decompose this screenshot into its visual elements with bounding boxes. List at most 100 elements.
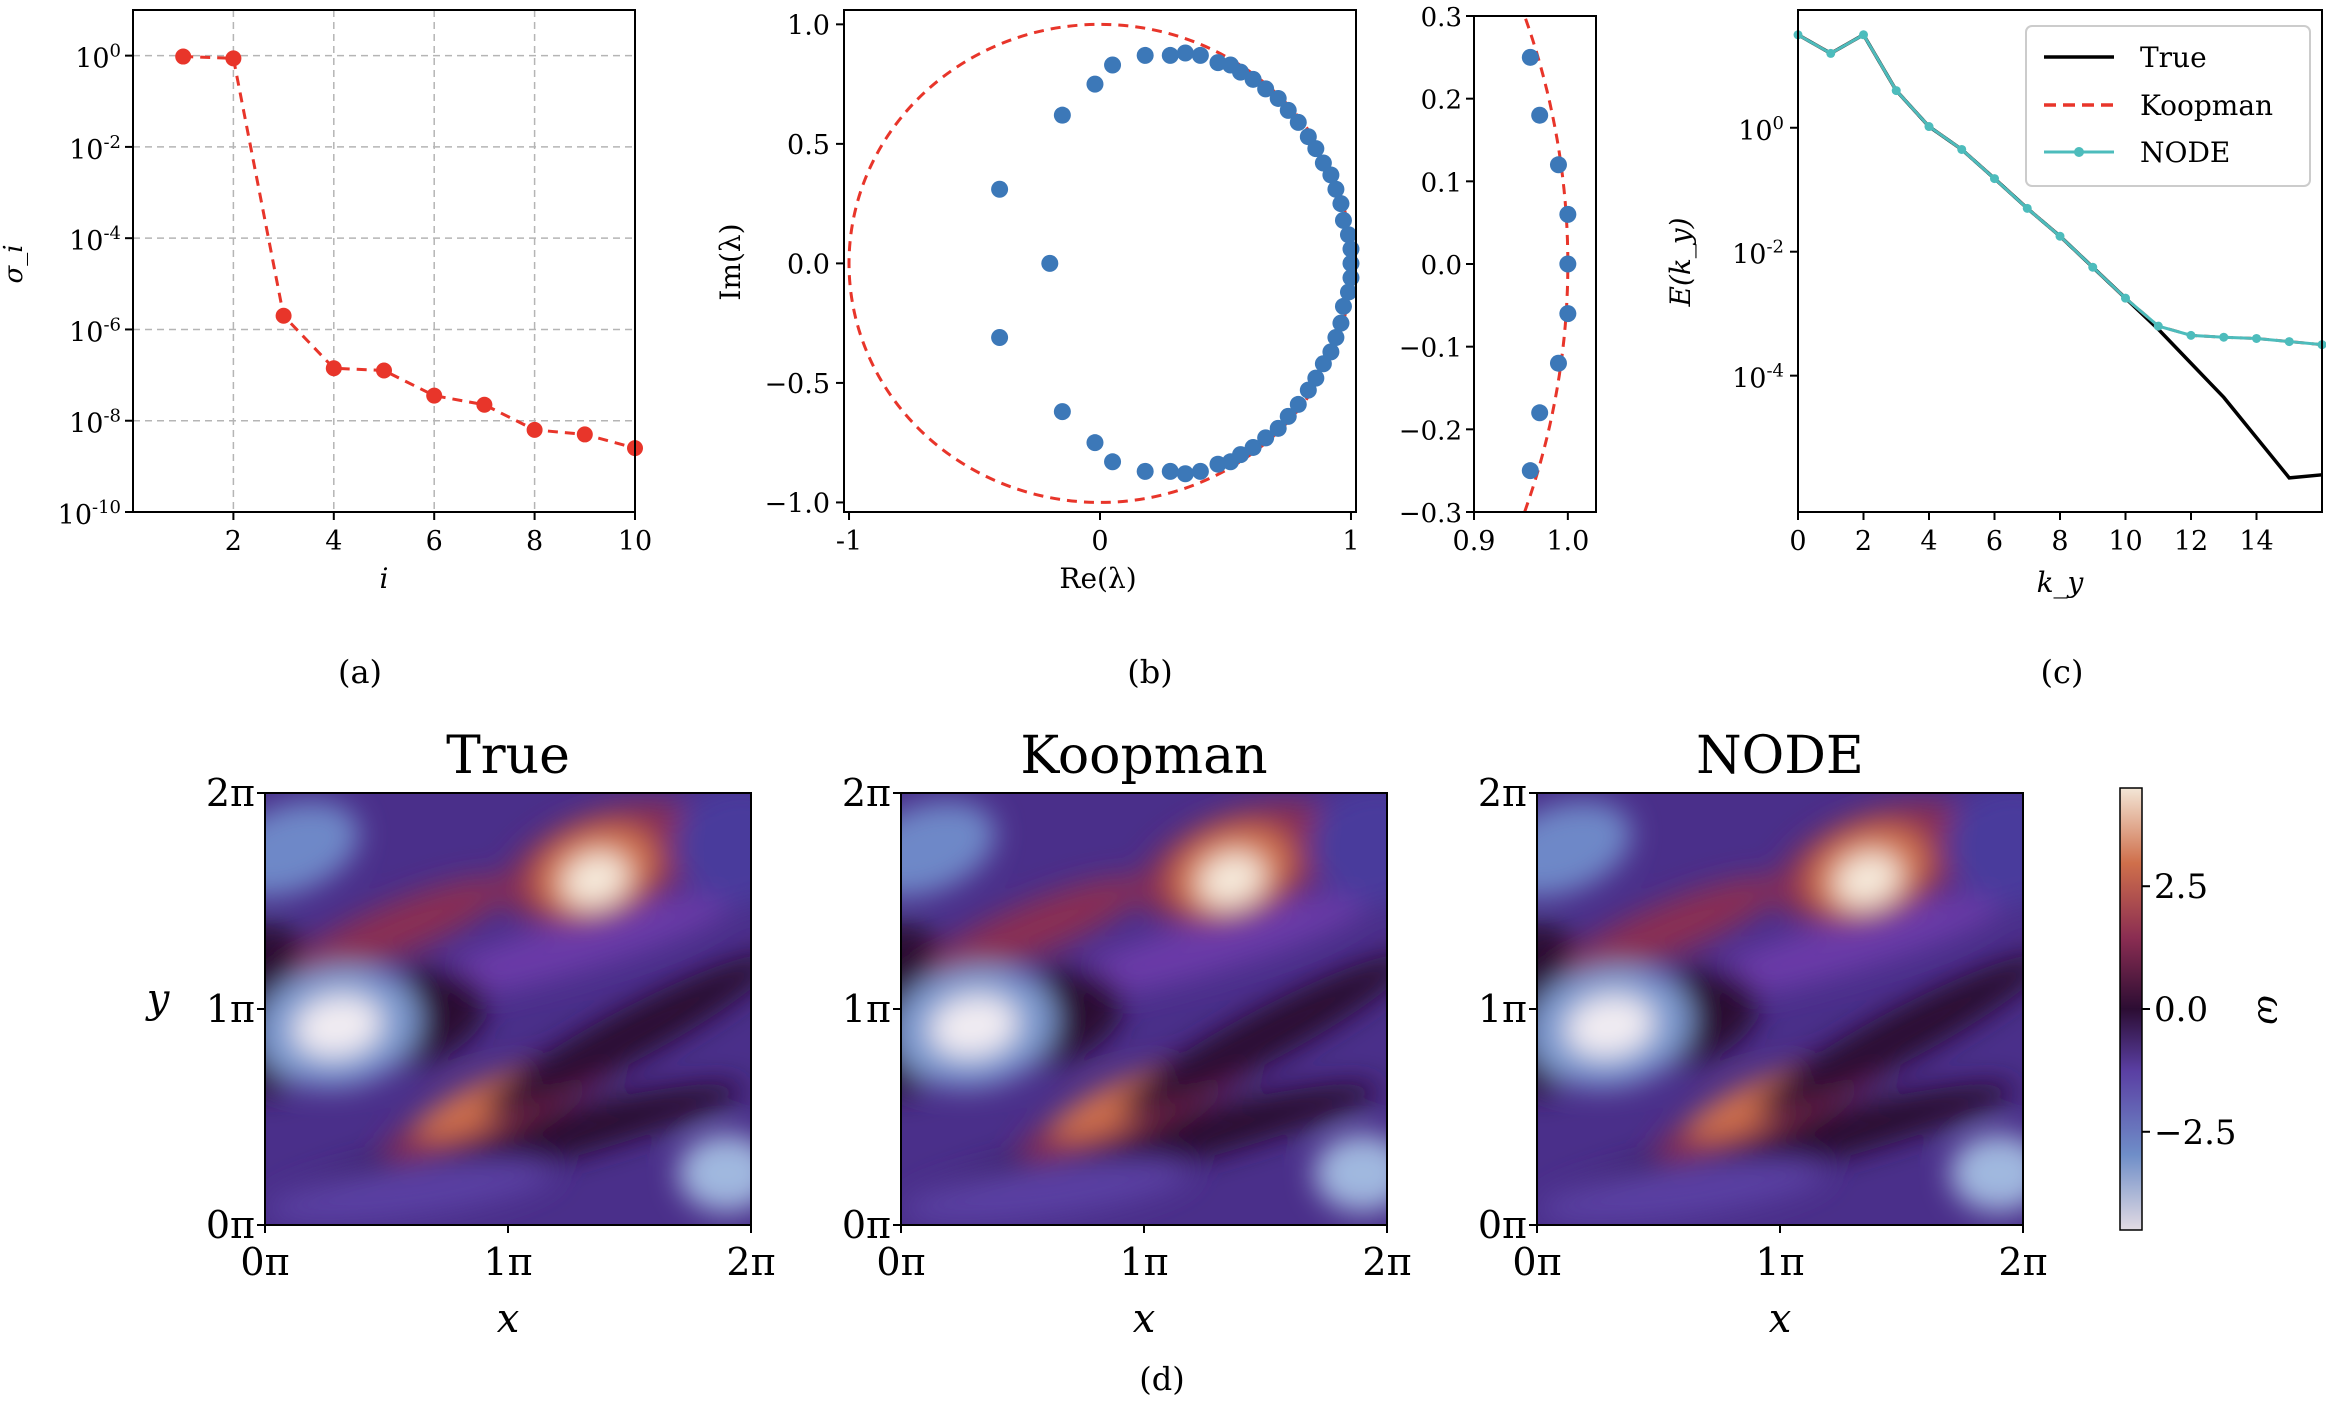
eigenvalue-point xyxy=(991,328,1009,346)
x-tick-label: 10 xyxy=(2108,526,2142,557)
x-tick-label: 2 xyxy=(1855,526,1872,557)
vortex-structure xyxy=(265,801,360,897)
x-tick-label: 10 xyxy=(618,526,652,557)
eigenvalue-point xyxy=(1322,343,1340,361)
eigenvalue-point xyxy=(1257,429,1275,447)
inset-eigenvalue-point xyxy=(1549,354,1567,372)
colorbar-tick-label: 2.5 xyxy=(2154,867,2208,907)
vortex-structure xyxy=(1945,793,2023,906)
eigenvalue-point xyxy=(1176,44,1194,62)
x-tick-label: 1π xyxy=(1755,1240,1804,1284)
singular-value-point xyxy=(526,421,543,438)
vortex-structure xyxy=(266,1157,556,1224)
panel-b-caption: (b) xyxy=(1127,653,1172,691)
eigenvalue-point xyxy=(1269,419,1287,437)
y-tick-label: 10-4 xyxy=(69,223,121,257)
inset-eigenvalue-point xyxy=(1521,462,1539,480)
field-structures xyxy=(901,793,1387,1224)
vortex-structure xyxy=(1033,894,1371,1003)
x-tick-label: 4 xyxy=(325,526,342,557)
inset-y-tick-label: 0.1 xyxy=(1421,168,1462,198)
y-tick-label: 1π xyxy=(206,987,255,1031)
x-tick-label: 1π xyxy=(1119,1240,1168,1284)
inset-y-tick-label: 0.3 xyxy=(1421,3,1462,33)
y-tick-label: 0.5 xyxy=(787,130,830,161)
eigenvalue-point xyxy=(1289,113,1307,131)
panel-d-caption: (d) xyxy=(1139,1360,1184,1398)
singular-value-point xyxy=(476,396,493,413)
panel-b-main-plot xyxy=(847,22,1360,504)
panel-b-inset-x-ticks: 0.9 1.0 xyxy=(1453,512,1589,557)
panel-a-singular-values: 2 4 6 8 10 100 10-2 10-4 10-6 10-8 10-10 σ_i i (a… xyxy=(0,9,652,691)
eigenvalue-point xyxy=(1053,106,1071,124)
inset-eigenvalue-point xyxy=(1559,305,1577,323)
eigenvalue-point xyxy=(991,180,1009,198)
inset-eigenvalue-point xyxy=(1559,255,1577,273)
y-tick-label: 2π xyxy=(206,771,255,815)
y-tick-label: 10-6 xyxy=(69,314,121,348)
inset-x-tick-label: 1.0 xyxy=(1546,526,1589,557)
singular-value-point xyxy=(376,362,392,379)
eigenvalue-point xyxy=(1327,328,1345,346)
singular-value-line xyxy=(183,55,636,450)
panel-b-eigenvalues: -1 0 1 −1.0 −0.5 0.0 0.5 1.0 Im(λ) Re(λ) 0.9 1.… xyxy=(714,3,1597,691)
panel-c-legend: True Koopman NODE xyxy=(2025,25,2311,187)
panel-a-xlabel: i xyxy=(380,562,389,595)
panel-c-series xyxy=(1793,30,2326,480)
vorticity-field xyxy=(901,793,1387,1225)
vortex-structure xyxy=(1950,1134,2023,1213)
vortex-structure xyxy=(292,877,510,977)
heatmap-xlabel: x xyxy=(497,1296,520,1342)
vortex-structure xyxy=(1537,801,1632,897)
spectrum-point-node xyxy=(2153,321,2163,331)
panel-c-xlabel: k_y xyxy=(2037,566,2085,599)
colorbar-label: ω xyxy=(2249,995,2290,1024)
x-tick-label: 8 xyxy=(526,526,543,557)
colorbar-tick-label: 0.0 xyxy=(2154,990,2208,1030)
vortex-structure xyxy=(930,995,1018,1058)
x-tick-label: 4 xyxy=(1920,526,1937,557)
panel-a-y-ticks: 100 10-2 10-4 10-6 10-8 10-10 xyxy=(58,41,133,531)
x-tick-label: 0 xyxy=(1091,526,1108,557)
vortex-structure xyxy=(1314,1134,1387,1213)
singular-value-point xyxy=(576,426,593,443)
spectrum-point-node xyxy=(2121,293,2130,303)
vortex-structure xyxy=(1119,954,1387,1116)
legend-node-label: NODE xyxy=(2140,136,2230,169)
y-tick-label: 1.0 xyxy=(787,10,830,41)
x-tick-label: 2π xyxy=(726,1240,775,1284)
vorticity-field xyxy=(265,793,751,1225)
panel-a-caption: (a) xyxy=(338,653,382,691)
panel-d-colorbar: 2.5 0.0 −2.5 xyxy=(2119,787,2237,1231)
heatmap-xlabel: x xyxy=(1769,1296,1792,1342)
eigenvalue-point xyxy=(1244,438,1262,456)
vortex-structure xyxy=(673,793,751,906)
eigenvalue-point xyxy=(1339,283,1357,301)
panel-c-y-ticks: 100 10-2 10-4 xyxy=(1732,113,1798,395)
vortex-structure xyxy=(901,801,996,897)
eigenvalue-point xyxy=(1104,453,1122,471)
spectrum-point-node xyxy=(2022,203,2032,213)
vortex-structure xyxy=(483,954,751,1116)
vortex-structure xyxy=(1198,852,1265,907)
eigenvalue-point xyxy=(1136,462,1154,480)
colorbar-tick-label: −2.5 xyxy=(2154,1113,2237,1153)
panel-b-x-ticks: -1 0 1 xyxy=(836,512,1360,557)
heatmap-title: Koopman xyxy=(1020,726,1267,786)
eigenvalue-point xyxy=(1232,63,1250,81)
colorbar-gradient xyxy=(2119,787,2143,1231)
eigenvalue-point xyxy=(1161,462,1179,480)
y-tick-label: 0.0 xyxy=(787,249,830,280)
panel-b-inset-plot xyxy=(1521,15,1577,513)
inset-y-tick-label: −0.1 xyxy=(1399,334,1462,364)
inset-unit-circle-arc xyxy=(1523,15,1570,513)
y-tick-label: 10-2 xyxy=(1732,237,1784,271)
y-tick-label: 2π xyxy=(1478,771,1527,815)
heatmap-title: True xyxy=(446,726,570,786)
singular-value-point xyxy=(325,360,342,377)
heatmap-true: True 0π 1π 2π x 0π 1π 2π xyxy=(206,726,776,1342)
legend-node-marker xyxy=(2074,147,2084,157)
panel-a-frame xyxy=(132,9,636,513)
